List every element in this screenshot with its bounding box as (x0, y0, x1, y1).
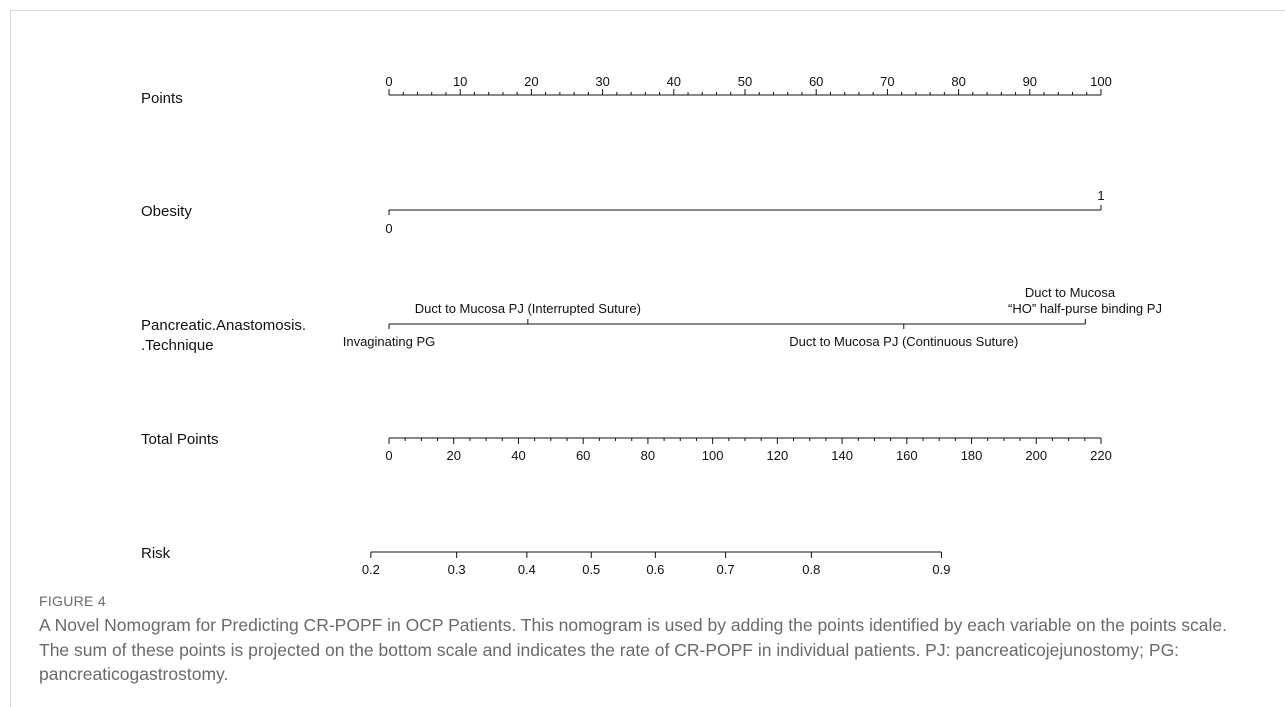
total-points-tick-label: 100 (702, 448, 724, 463)
obesity-level-label: 1 (1097, 188, 1104, 203)
total-points-tick-label: 60 (576, 448, 590, 463)
points-tick-label: 20 (524, 74, 538, 89)
figure-caption: A Novel Nomogram for Predicting CR-POPF … (39, 615, 1228, 684)
technique-level-label: “HO” half-purse binding PJ (1008, 301, 1162, 316)
points-tick-label: 60 (809, 74, 823, 89)
technique-level-label: Invaginating PG (343, 334, 436, 349)
total-points-tick-label: 140 (831, 448, 853, 463)
total-points-tick-label: 0 (385, 448, 392, 463)
total-points-tick-label: 160 (896, 448, 918, 463)
axis-label-obesity: Obesity (141, 203, 192, 220)
axis-label-points: Points (141, 90, 183, 107)
axis-label-technique: Pancreatic.Anastomosis. (141, 317, 306, 334)
technique-level-label: Duct to Mucosa PJ (Continuous Suture) (789, 334, 1018, 349)
risk-tick-label: 0.7 (717, 562, 735, 577)
points-tick-label: 30 (595, 74, 609, 89)
technique-level-label: Duct to Mucosa PJ (Interrupted Suture) (415, 301, 641, 316)
points-tick-label: 100 (1090, 74, 1112, 89)
total-points-tick-label: 120 (767, 448, 789, 463)
points-tick-label: 10 (453, 74, 467, 89)
total-points-tick-label: 220 (1090, 448, 1112, 463)
points-tick-label: 70 (880, 74, 894, 89)
points-tick-label: 90 (1023, 74, 1037, 89)
risk-tick-label: 0.9 (932, 562, 950, 577)
axis-label-technique: .Technique (141, 337, 214, 354)
total-points-tick-label: 200 (1025, 448, 1047, 463)
points-tick-label: 80 (951, 74, 965, 89)
axis-label-risk: Risk (141, 545, 171, 562)
obesity-level-label: 0 (385, 221, 392, 236)
total-points-tick-label: 40 (511, 448, 525, 463)
risk-tick-label: 0.5 (582, 562, 600, 577)
axis-label-total-points: Total Points (141, 431, 219, 448)
total-points-tick-label: 20 (446, 448, 460, 463)
risk-tick-label: 0.8 (802, 562, 820, 577)
points-tick-label: 0 (385, 74, 392, 89)
nomogram-chart: Points 0 10 20 30 40 50 60 70 80 90 100 Obesity 0 1 Pan… (141, 74, 1162, 577)
risk-tick-label: 0.4 (518, 562, 536, 577)
risk-tick-label: 0.2 (362, 562, 380, 577)
risk-tick-label: 0.3 (448, 562, 466, 577)
total-points-tick-label: 80 (641, 448, 655, 463)
total-points-tick-label: 180 (961, 448, 983, 463)
figure-label: FIGURE 4 (39, 593, 106, 609)
points-tick-label: 40 (667, 74, 681, 89)
points-tick-label: 50 (738, 74, 752, 89)
technique-level-label: Duct to Mucosa (1025, 285, 1116, 300)
risk-tick-label: 0.6 (646, 562, 664, 577)
figure-frame (10, 10, 1285, 707)
